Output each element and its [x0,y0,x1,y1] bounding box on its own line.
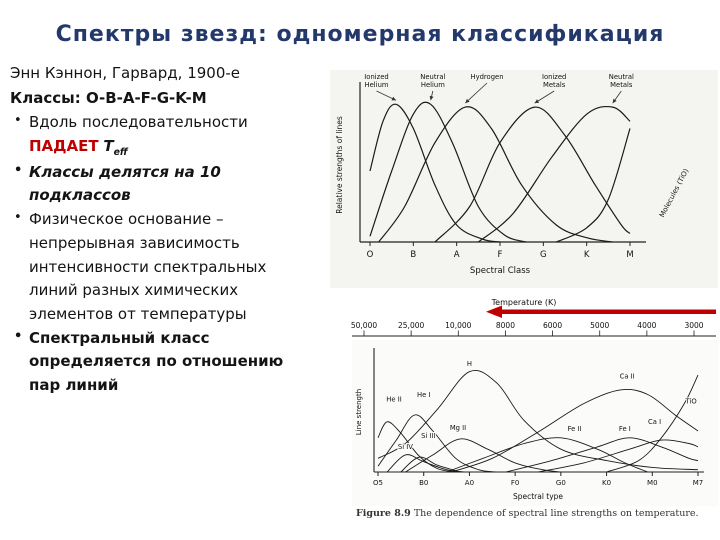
t-symbol: T [103,137,114,156]
curve-mg-ii [405,438,561,473]
figure-caption-text: The dependence of spectral line strength… [413,508,699,519]
temperature-scale-svg: Temperature (K) 50,000 25,000 10,000 8000 600… [351,298,716,337]
curve-ionized-helium [369,103,501,243]
series-label: Fe II [568,425,582,433]
curve-he-ii [377,421,456,473]
series-label: Helium [421,81,445,89]
bullet-subclasses: Классы делятся на 10 подклассов [10,161,312,208]
x-tick-label: G0 [556,479,566,487]
bullet-list: Вдоль последовательности ПАДАЕТ Teff Кла… [10,111,312,397]
curve-hydrogen [378,106,613,243]
curve-ca-ii [450,388,699,473]
y-axis-title: Relative strengths of lines [335,116,344,214]
temperature-value: 50,000 [351,321,377,330]
x-tick-label: K0 [602,479,611,487]
label-leader-line [465,82,488,104]
label-arrowhead [612,98,617,104]
left-text-panel: Энн Кэннон, Гарвард, 1900-е Классы: O-B-… [10,62,312,398]
temperature-value: 10,000 [445,321,471,330]
temperature-value: 8000 [496,321,515,330]
temperature-value: 5000 [590,321,609,330]
red-left-arrow-head [486,305,502,318]
x-tick-label: M0 [647,479,658,487]
series-label: TiO [685,398,697,406]
x-axis-title: Spectral type [513,492,563,501]
red-left-arrow-shaft [500,309,716,314]
label-arrowhead [429,95,434,101]
figure-spectral-type-strengths: O5 B0 A0 F0 G0 K0 M0 M7 Spectral type Line streng… [352,340,718,506]
label-arrowhead [391,96,396,101]
curve-fe-ii [446,437,648,473]
x-tick-label: F [498,250,503,260]
figure-spectral-type-strengths-svg: O5 B0 A0 F0 G0 K0 M0 M7 Spectral type Line streng… [355,348,704,501]
temperature-value: 3000 [684,321,703,330]
classes-line: Классы: O-B-A-F-G-K-M [10,88,207,107]
bullet-teff-symbol: Teff [103,137,128,159]
series-label: Si III [421,432,435,440]
x-tick-label: O5 [373,479,383,487]
curve-molecules-tio- [556,128,631,243]
figure-caption-label: Figure 8.9 [356,508,411,519]
temperature-value: 6000 [543,321,562,330]
label-arrowhead [534,99,540,104]
series-label: Ionized [364,73,388,81]
x-tick-label: B [410,250,416,260]
curve-fe-i [505,437,699,473]
curve-he-i [377,414,497,473]
bullet-physical-basis: Физическое основание – непрерывная завис… [10,208,312,326]
x-tick-label: K [584,250,590,260]
curve-neutral-helium [369,101,527,243]
x-tick-label: F0 [511,479,519,487]
series-label-rotated: Molecules (TiO) [658,167,691,219]
x-axis-title: Spectral Class [470,266,531,276]
t-subscript: eff [113,147,128,159]
x-tick-label: M7 [693,479,704,487]
figure-spectral-class-strengths: O B A F G K M Spectral Class Relative strengths … [330,70,718,288]
series-label: Neutral [420,73,445,81]
figure-spectral-class-strengths-svg: O B A F G K M Spectral Class Relative strengths … [335,73,691,276]
series-label: Hydrogen [470,73,503,81]
temperature-scale: Temperature (K) 50,000 25,000 10,000 8000 600… [350,296,718,342]
curve-neutral-metals [477,105,631,243]
slide-title: Спектры звезд: одномерная классификация [55,22,665,47]
x-tick-label: B0 [419,479,428,487]
series-label: Si IV [398,443,413,451]
series-label: Neutral [609,73,634,81]
x-tick-label: G [540,250,547,260]
figure-caption: Figure 8.9 The dependence of spectral li… [356,508,714,519]
series-label: Metals [610,81,633,89]
curve-tio [606,374,699,473]
x-tick-label: M [626,250,633,260]
x-tick-label: A [454,250,460,260]
y-axis-title: Line strength [355,389,363,435]
author-line: Энн Кэннон, Гарвард, 1900-е [10,64,241,82]
x-tick-label: A0 [465,479,474,487]
series-label: H [467,360,472,368]
bullet-line-pairs: Спектральный класс определяется по отнош… [10,327,312,398]
series-label: He II [386,395,401,403]
curve-ionized-metals [434,106,631,243]
bullet-teff-pre: Вдоль последовательности [29,113,248,132]
temperature-value: 4000 [637,321,656,330]
temperature-label: Temperature (K) [491,298,557,307]
curve-si-iv [386,454,465,473]
bullet-teff-falls: ПАДАЕТ [29,137,99,156]
label-arrowhead [465,98,470,104]
series-label: Ionized [542,73,566,81]
series-label: Mg II [450,424,466,432]
curve-ca-i [537,439,699,473]
bullet-teff: Вдоль последовательности ПАДАЕТ Teff [10,111,312,160]
series-label: Ca II [620,373,635,381]
x-tick-label: O [367,250,374,260]
series-label: Fe I [619,425,631,433]
series-label: Metals [543,81,566,89]
series-label: Ca I [648,418,661,426]
curve-si-iii [400,456,461,473]
series-label: He I [417,391,430,399]
temperature-value: 25,000 [398,321,424,330]
series-label: Helium [365,81,389,89]
